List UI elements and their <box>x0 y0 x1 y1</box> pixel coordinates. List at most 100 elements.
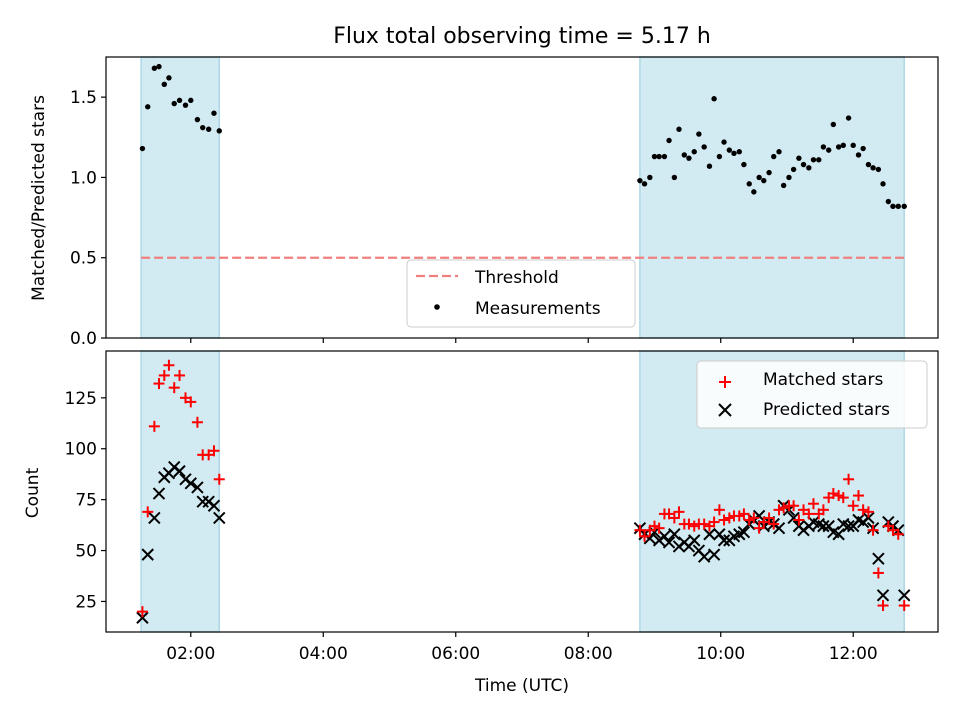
predicted-point <box>658 530 671 543</box>
measurement-point <box>716 153 723 160</box>
predicted-point <box>662 536 676 549</box>
predicted-legend-swatch <box>718 403 732 417</box>
legend-matched-label: Matched stars <box>763 370 883 390</box>
matched-point <box>753 522 765 534</box>
measurement-point <box>845 115 852 121</box>
measurement-point <box>200 124 206 131</box>
predicted-point <box>148 511 161 525</box>
matched-point <box>817 504 829 516</box>
matched-point <box>185 396 197 408</box>
matched-point <box>698 518 710 530</box>
predicted-point <box>643 532 657 545</box>
top-legend: Threshold Measurements <box>406 259 636 328</box>
bottom-legend-box <box>696 360 928 429</box>
y-tick-label: 125 <box>65 389 97 409</box>
matched-point <box>867 524 879 536</box>
matched-point <box>847 500 859 512</box>
x-tick-label: 06:00 <box>431 644 480 664</box>
measurement-point <box>666 137 672 144</box>
measurement-point <box>761 177 767 184</box>
count-panel: 25 50 75 100 125 02:00 04:00 06:00 08:00 10:00 12… <box>23 350 939 696</box>
matched-point <box>153 378 165 390</box>
top-y-ticks: 0.0 0.5 1.0 1.5 <box>70 88 106 349</box>
predicted-point <box>668 528 681 541</box>
predicted-point <box>822 519 835 533</box>
measurement-point <box>776 149 782 155</box>
measurement-point <box>671 174 678 181</box>
y-tick-label: 0.5 <box>70 249 97 269</box>
y-tick-label: 1.0 <box>70 168 97 188</box>
measurement-point <box>176 97 183 104</box>
matched-stars-points <box>136 359 910 618</box>
matched-point <box>738 508 750 520</box>
matched-point <box>793 514 805 526</box>
measurement-point <box>830 121 837 128</box>
y-tick-label: 25 <box>75 592 97 612</box>
matched-point <box>634 524 646 536</box>
measurement-point <box>651 153 658 160</box>
predicted-point <box>713 528 726 541</box>
matched-point <box>877 600 889 612</box>
matched-point <box>174 369 186 381</box>
matched-point <box>763 512 775 524</box>
ratio-panel: 0.0 0.5 1.0 1.5 Matched/Predicted stars Thr… <box>29 56 939 349</box>
measurement-point <box>800 161 807 168</box>
predicted-point <box>876 589 890 602</box>
y-tick-label: 50 <box>75 542 97 562</box>
x-tick-label: 08:00 <box>564 644 613 664</box>
matched-point <box>673 506 685 518</box>
matched-point <box>857 504 869 516</box>
x-axis-label: Time (UTC) <box>474 676 569 696</box>
legend-measurements-label: Measurements <box>475 299 601 319</box>
y-tick-label: 0.0 <box>70 329 97 349</box>
predicted-point <box>184 477 197 490</box>
measurement-point <box>901 203 907 210</box>
measurement-point <box>810 157 817 163</box>
predicted-point <box>842 519 855 533</box>
predicted-point <box>213 511 226 525</box>
measurement-point <box>816 157 822 163</box>
measurement-points <box>139 63 907 210</box>
measurements-legend-swatch <box>434 304 440 310</box>
bottom-x-ticks: 02:00 04:00 06:00 08:00 10:00 12:00 <box>166 632 878 664</box>
top-plot-frame <box>105 56 939 339</box>
measurement-point <box>641 181 648 187</box>
x-tick-label: 04:00 <box>299 644 348 664</box>
measurement-point <box>145 104 151 110</box>
x-tick-label: 10:00 <box>696 644 745 664</box>
observing-interval-1 <box>140 350 221 633</box>
measurement-point <box>656 153 662 160</box>
measurement-point <box>661 153 668 160</box>
measurement-point <box>211 110 217 116</box>
predicted-point <box>717 534 731 547</box>
measurement-point <box>726 147 733 153</box>
measurement-point <box>806 165 812 171</box>
matched-point <box>213 473 225 485</box>
observing-interval-2 <box>639 56 905 339</box>
top-x-ticks <box>190 338 854 343</box>
measurement-point <box>890 203 896 210</box>
predicted-point <box>152 487 166 500</box>
bottom-y-ticks: 25 50 75 100 125 <box>65 389 106 612</box>
measurement-point <box>156 63 162 70</box>
matched-point <box>683 518 695 530</box>
y-tick-label: 75 <box>75 491 97 511</box>
predicted-point <box>817 519 830 533</box>
measurement-point <box>835 144 842 150</box>
observing-interval-1 <box>140 56 221 339</box>
matched-point <box>748 512 760 524</box>
measurement-point <box>188 97 194 104</box>
predicted-point <box>787 511 800 525</box>
matched-point <box>807 498 819 510</box>
measurement-point <box>756 174 762 181</box>
top-y-axis-label: Matched/Predicted stars <box>29 95 49 301</box>
measurement-point <box>701 144 707 150</box>
matched-point <box>163 359 175 371</box>
bottom-legend: Matched stars Predicted stars <box>696 360 928 429</box>
measurement-point <box>166 75 172 81</box>
predicted-point <box>141 548 154 561</box>
matched-point <box>853 490 865 502</box>
x-tick-label: 12:00 <box>829 644 878 664</box>
measurement-point <box>637 177 643 184</box>
